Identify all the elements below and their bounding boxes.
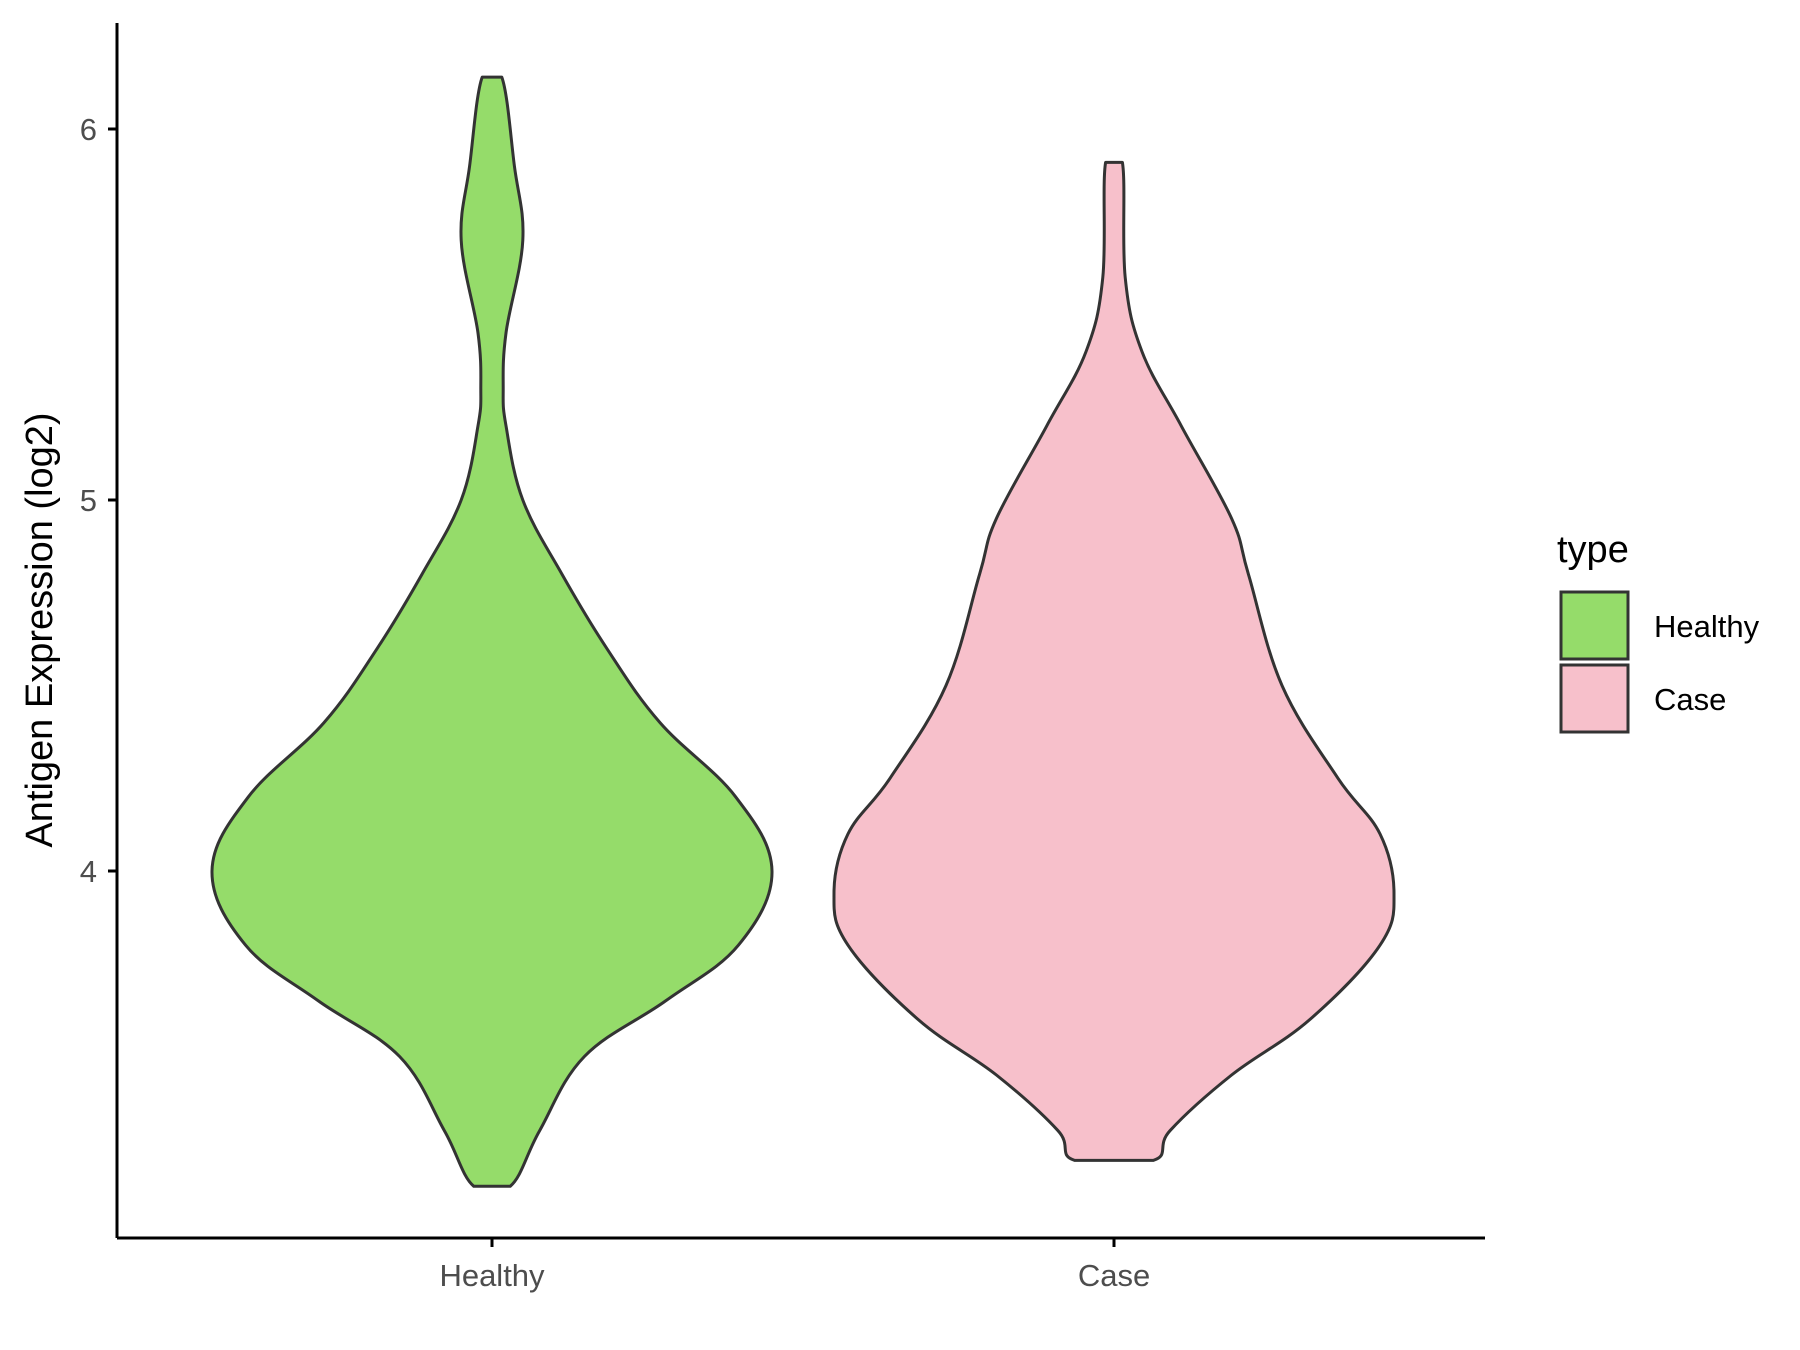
legend: type Healthy Case xyxy=(1557,529,1760,734)
x-axis-ticks: Healthy Case xyxy=(439,1238,1150,1293)
legend-label-healthy: Healthy xyxy=(1654,609,1760,644)
violin-layer xyxy=(210,75,1396,1188)
x-tick-label-healthy: Healthy xyxy=(439,1258,545,1293)
x-tick-label-case: Case xyxy=(1078,1258,1150,1293)
y-axis-title: Antigen Expression (log2) xyxy=(19,412,61,847)
y-tick-label: 6 xyxy=(80,112,97,147)
legend-swatch-healthy xyxy=(1559,590,1630,661)
legend-title: type xyxy=(1557,529,1629,571)
legend-items: Healthy Case xyxy=(1559,590,1760,734)
y-axis-ticks: 4 5 6 xyxy=(80,112,117,889)
legend-label-case: Case xyxy=(1654,682,1726,717)
legend-swatch-case xyxy=(1559,663,1630,734)
violin-case xyxy=(832,160,1396,1162)
y-tick-label: 5 xyxy=(80,483,97,518)
violin-healthy xyxy=(210,75,774,1188)
y-tick-label: 4 xyxy=(80,854,97,889)
